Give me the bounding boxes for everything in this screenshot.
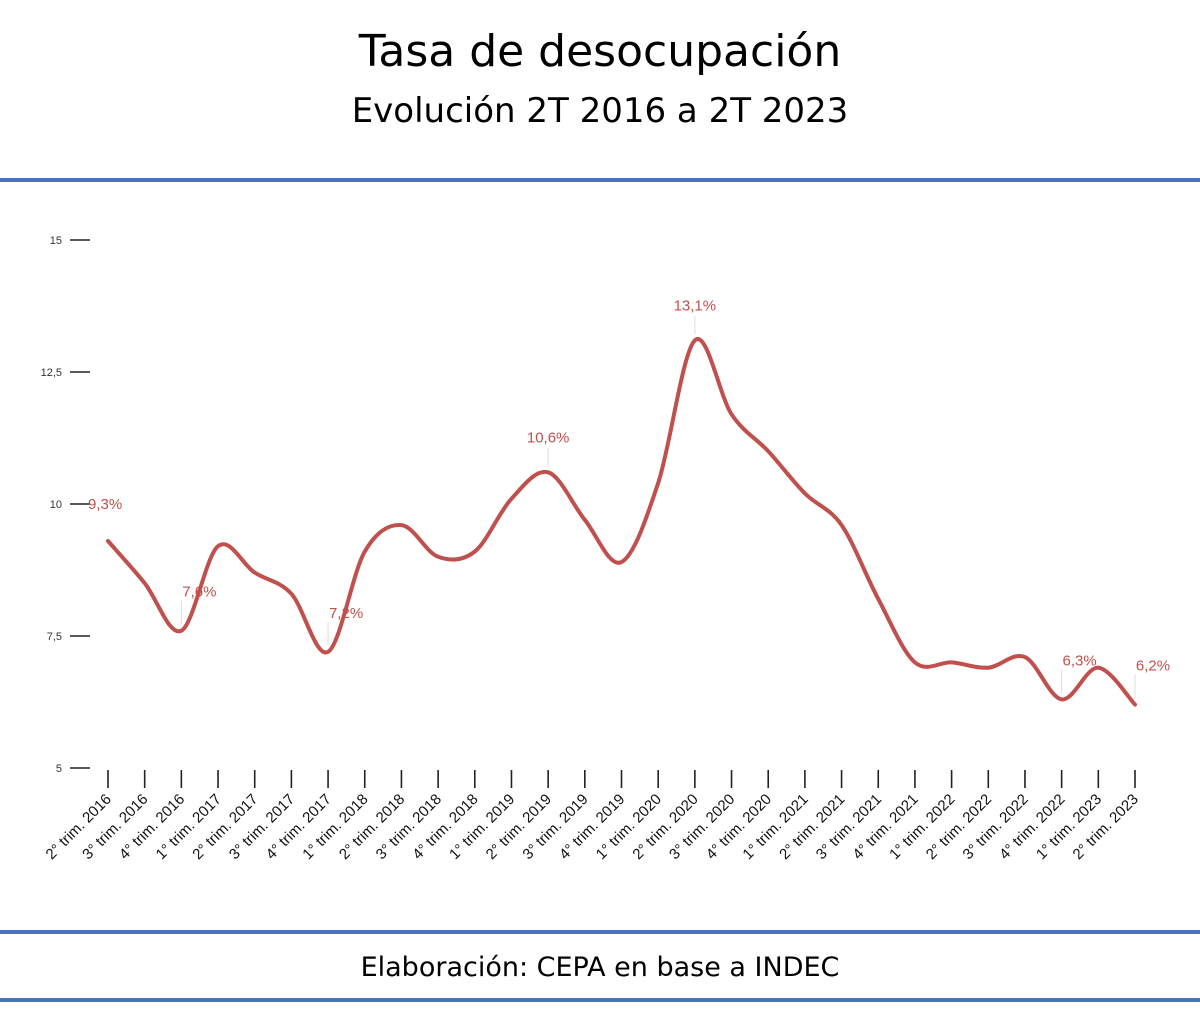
data-label: 9,3% [88,496,122,513]
data-label: 6,3% [1063,652,1097,669]
footer-divider [0,998,1200,1002]
data-point [143,581,147,585]
data-label: 7,2% [329,605,363,622]
data-point [876,597,880,601]
chart-subtitle: Evolución 2T 2016 a 2T 2023 [351,91,849,131]
data-point [436,555,440,559]
data-point [399,523,403,527]
data-label: 10,6% [527,429,570,446]
data-point [106,539,110,543]
y-tick-label: 7,5 [47,631,62,643]
data-point [473,550,477,554]
data-point [693,338,697,342]
data-label: 7,6% [182,584,216,601]
top-divider [0,178,1200,182]
data-point [546,470,550,474]
data-point [656,481,660,485]
y-tick-label: 12,5 [41,367,62,379]
data-point [326,650,330,654]
source-note: Elaboración: CEPA en base a INDEC [360,952,840,983]
data-point [1060,697,1064,701]
data-point [730,412,734,416]
y-tick-label: 5 [56,763,62,775]
data-label: 13,1% [674,297,717,314]
data-point [1096,666,1100,670]
data-point [583,518,587,522]
y-tick-label: 10 [50,499,62,511]
data-point [1023,655,1027,659]
data-point [216,544,220,548]
chart-title: Tasa de desocupación [358,26,842,77]
data-point [986,666,990,670]
data-point [509,497,513,501]
data-point [289,592,293,596]
data-point [840,523,844,527]
data-point [913,660,917,664]
data-label: 6,2% [1136,658,1170,675]
data-point [253,571,257,575]
data-point [803,491,807,495]
y-tick-label: 15 [50,235,62,247]
data-point [950,660,954,664]
data-point [620,560,624,564]
bottom-divider [0,930,1200,934]
data-point [1133,703,1137,707]
series-line [106,337,1137,707]
data-point [363,550,367,554]
data-point [766,449,770,453]
data-point [179,629,183,633]
